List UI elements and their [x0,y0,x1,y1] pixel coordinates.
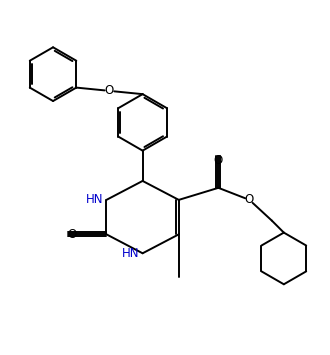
Text: HN: HN [86,193,104,206]
Text: O: O [245,193,254,206]
Text: HN: HN [122,247,140,260]
Text: O: O [105,84,114,97]
Text: O: O [67,228,77,241]
Text: O: O [214,154,223,167]
